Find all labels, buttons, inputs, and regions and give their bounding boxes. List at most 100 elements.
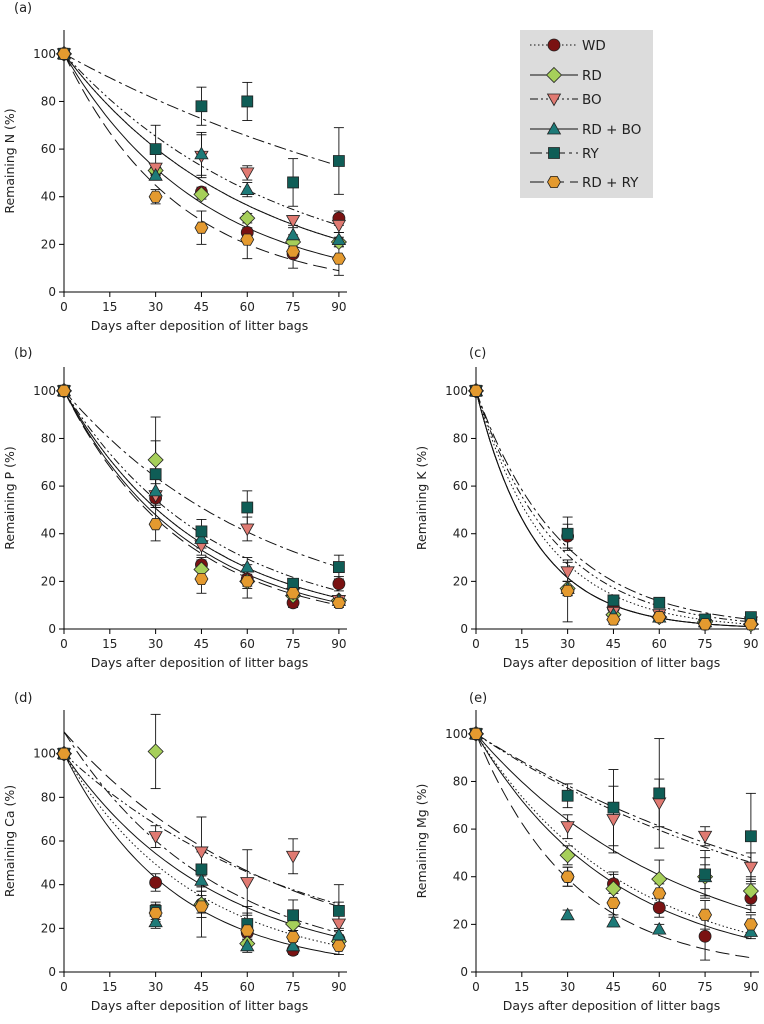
legend-box bbox=[520, 30, 653, 198]
data-point-rd-ry bbox=[652, 887, 667, 900]
x-tick-label: 75 bbox=[697, 637, 712, 651]
x-tick-label: 90 bbox=[743, 980, 758, 994]
y-tick-label: 80 bbox=[453, 431, 468, 445]
data-point-rd-ry bbox=[606, 896, 621, 909]
data-point-ry bbox=[332, 561, 345, 573]
x-axis-label: Days after deposition of litter bags bbox=[503, 998, 720, 1013]
y-tick-label: 0 bbox=[460, 622, 468, 636]
y-tick-label: 40 bbox=[41, 878, 56, 892]
data-point-rd-ry bbox=[652, 611, 667, 624]
fit-curve-ry bbox=[63, 390, 340, 568]
y-tick-label: 20 bbox=[41, 921, 56, 935]
data-point-ry bbox=[195, 863, 208, 876]
data-point-rd-bo bbox=[285, 938, 301, 952]
y-tick-label: 20 bbox=[453, 574, 468, 588]
legend-label: WD bbox=[582, 38, 606, 54]
legend-label: RD + RY bbox=[582, 175, 639, 191]
data-point-rd-ry bbox=[148, 190, 163, 203]
data-point-rd-bo bbox=[194, 146, 209, 160]
x-tick-label: 30 bbox=[148, 980, 163, 994]
data-point-rd-ry bbox=[148, 907, 163, 920]
data-point-rd-bo bbox=[652, 921, 667, 935]
legend-marker-ry bbox=[548, 147, 560, 159]
data-point-ry bbox=[653, 787, 666, 800]
data-point-rd-ry bbox=[469, 384, 483, 397]
x-tick-label: 30 bbox=[560, 980, 575, 994]
data-point-rd-ry bbox=[286, 245, 301, 258]
data-point-bo bbox=[652, 797, 667, 811]
panel-label: (a) bbox=[14, 1, 32, 16]
panel-label: (b) bbox=[14, 346, 32, 361]
data-point-wd bbox=[698, 929, 712, 943]
x-tick-label: 0 bbox=[472, 637, 480, 651]
x-axis-label: Days after deposition of litter bags bbox=[91, 318, 308, 333]
data-point-rd-ry bbox=[240, 575, 255, 588]
chart-panel-4: (d) 0 15 30 45 60 75 90 0 20 40 60 80 100 Days after d… bbox=[2, 691, 347, 1013]
data-point-ry bbox=[744, 830, 757, 843]
legend-marker-rd bbox=[545, 66, 563, 84]
data-point-bo bbox=[743, 861, 759, 875]
fit-curve-rd-ry bbox=[63, 390, 340, 606]
x-tick-label: 90 bbox=[331, 637, 346, 651]
x-tick-label: 90 bbox=[331, 300, 346, 314]
x-tick-label: 45 bbox=[194, 637, 209, 651]
x-tick-label: 0 bbox=[60, 637, 68, 651]
y-tick-label: 40 bbox=[453, 527, 468, 541]
data-point-rd-bo bbox=[743, 924, 759, 937]
fit-curve-bo bbox=[63, 390, 340, 592]
y-tick-label: 0 bbox=[48, 965, 56, 979]
data-point-ry bbox=[149, 143, 162, 155]
x-tick-label: 75 bbox=[285, 980, 300, 994]
data-point-ry bbox=[195, 525, 208, 538]
data-point-ry bbox=[561, 789, 574, 802]
x-tick-label: 15 bbox=[514, 637, 529, 651]
x-tick-label: 30 bbox=[148, 300, 163, 314]
data-point-rd-bo bbox=[148, 167, 163, 181]
data-point-rd-ry bbox=[698, 618, 713, 631]
x-tick-label: 45 bbox=[606, 637, 621, 651]
y-tick-label: 60 bbox=[453, 479, 468, 493]
y-tick-label: 0 bbox=[48, 622, 56, 636]
x-tick-label: 45 bbox=[194, 980, 209, 994]
y-tick-label: 0 bbox=[48, 285, 56, 299]
data-point-rd bbox=[239, 210, 256, 227]
data-point-rd bbox=[147, 743, 164, 760]
data-point-rd-ry bbox=[194, 900, 209, 913]
legend-marker-wd bbox=[547, 38, 561, 52]
fit-curve-rd-ry bbox=[63, 731, 340, 907]
data-point-rd-ry bbox=[331, 596, 346, 609]
fit-curve-wd bbox=[475, 390, 751, 625]
data-point-rd-ry bbox=[240, 233, 255, 246]
x-tick-label: 90 bbox=[331, 980, 346, 994]
y-axis-label: Remaining K (%) bbox=[414, 446, 429, 550]
y-tick-label: 20 bbox=[41, 574, 56, 588]
x-tick-label: 45 bbox=[606, 980, 621, 994]
y-tick-label: 100 bbox=[33, 384, 56, 398]
data-point-bo bbox=[240, 167, 255, 181]
legend-label: BO bbox=[582, 92, 602, 108]
data-point-rd-ry bbox=[560, 584, 575, 597]
data-point-rd-bo bbox=[560, 907, 575, 921]
data-point-rd-ry bbox=[286, 931, 301, 944]
panel-label: (d) bbox=[14, 691, 32, 706]
chart-panel-5: (e) 0 15 30 45 60 75 90 0 20 40 60 80 100 Days after d… bbox=[414, 691, 759, 1013]
y-axis-label: Remaining P (%) bbox=[2, 446, 17, 550]
data-point-bo bbox=[148, 831, 163, 844]
x-axis-label: Days after deposition of litter bags bbox=[91, 998, 308, 1013]
chart-panel-2: (b) 0 15 30 45 60 75 90 0 20 40 60 80 100 Days after d… bbox=[2, 346, 347, 670]
data-point-ry bbox=[287, 577, 299, 590]
data-point-bo bbox=[606, 814, 621, 827]
data-point-ry bbox=[332, 155, 345, 167]
x-axis-label: Days after deposition of litter bags bbox=[91, 655, 308, 670]
data-point-ry bbox=[241, 501, 254, 514]
y-tick-label: 60 bbox=[41, 142, 56, 156]
x-tick-label: 45 bbox=[194, 300, 209, 314]
x-tick-label: 75 bbox=[285, 300, 300, 314]
data-point-rd bbox=[651, 871, 668, 888]
data-point-rd-ry bbox=[57, 747, 71, 760]
chart-panel-3: (c) 0 15 30 45 60 75 90 0 20 40 60 80 100 Days after d… bbox=[414, 346, 759, 670]
y-tick-label: 40 bbox=[41, 190, 56, 204]
data-point-wd bbox=[332, 577, 346, 591]
panel-label: (c) bbox=[469, 346, 486, 361]
data-point-rd-ry bbox=[148, 518, 163, 531]
